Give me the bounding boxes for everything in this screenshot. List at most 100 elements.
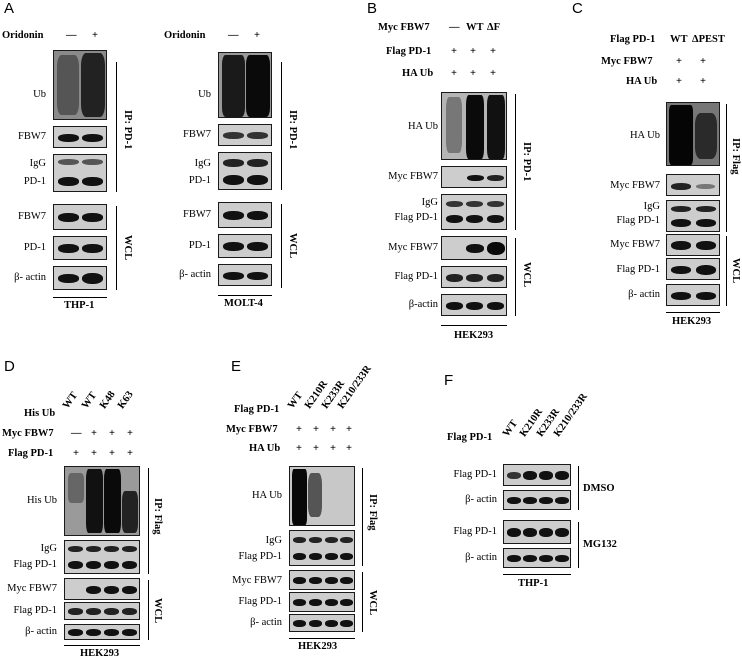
row-label: His Ub xyxy=(26,495,57,506)
row-label: Flag PD-1 xyxy=(13,605,57,616)
plus-sign: + xyxy=(330,424,336,435)
row-label: Flag PD-1 xyxy=(453,526,497,537)
dmso-bracket xyxy=(578,466,579,510)
plus-sign: + xyxy=(91,448,97,459)
wcl-bracket xyxy=(362,572,363,632)
row-label: Flag PD-1 xyxy=(394,212,438,223)
row-label: IgG xyxy=(265,535,282,546)
myc-fbw7-label: Myc FBW7 xyxy=(2,428,54,439)
cell-line-rule xyxy=(218,295,272,296)
ip-label: IP: PD-1 xyxy=(521,142,532,182)
blot-ub xyxy=(218,52,272,118)
plus-sign: + xyxy=(313,424,319,435)
wcl-label: WCL xyxy=(152,598,163,624)
panel-letter: F xyxy=(444,372,454,389)
blot-flag-pd1-wcl xyxy=(441,266,507,288)
row-label: β- actin xyxy=(14,272,46,283)
wcl-bracket xyxy=(116,206,117,290)
plus-sign: + xyxy=(451,46,457,57)
cell-line: HEK293 xyxy=(454,330,494,341)
wcl-bracket xyxy=(515,238,516,316)
blot-ha-ub xyxy=(289,466,355,526)
row-label: β- actin xyxy=(465,494,497,505)
row-label: Flag PD-1 xyxy=(394,271,438,282)
blot-ub xyxy=(53,50,107,120)
row-label: IgG xyxy=(421,197,438,208)
row-label: IgG xyxy=(40,543,57,554)
myc-fbw7-label: Myc FBW7 xyxy=(378,22,430,33)
cell-line-rule xyxy=(666,312,720,313)
row-label: PD-1 xyxy=(23,242,46,253)
lane-label: WT xyxy=(79,390,100,411)
blot-pd1-wcl xyxy=(218,234,272,258)
row-label: PD-1 xyxy=(188,240,211,251)
wcl-label: WCL xyxy=(287,233,298,259)
ip-bracket xyxy=(726,104,727,232)
plus-sign: + xyxy=(470,46,476,57)
mg132-label: MG132 xyxy=(583,539,617,550)
blot-ha-ub xyxy=(441,92,507,160)
row-label: IgG xyxy=(643,201,660,212)
lane-label: K63 xyxy=(115,389,136,411)
ip-bracket xyxy=(148,468,149,574)
lane-sign: + xyxy=(254,30,260,41)
row-label: β- actin xyxy=(628,289,660,300)
wcl-label: WCL xyxy=(367,590,378,616)
blot-igg-flag xyxy=(441,194,507,230)
blot-actin xyxy=(441,294,507,316)
cell-line: HEK293 xyxy=(80,648,120,659)
ip-label: IP: Flag xyxy=(152,498,163,535)
ip-bracket xyxy=(116,62,117,192)
row-label: Myc FBW7 xyxy=(7,583,57,594)
cell-line-rule xyxy=(503,574,571,575)
plus-sign: + xyxy=(127,448,133,459)
lane-label: ΔPEST xyxy=(692,34,725,45)
row-label: β- actin xyxy=(25,626,57,637)
treatment-label: Oridonin xyxy=(2,30,44,41)
blot-myc-fbw7-wcl xyxy=(289,570,355,590)
plus-sign: + xyxy=(127,428,133,439)
ip-bracket xyxy=(281,62,282,190)
panel-letter: E xyxy=(231,358,242,375)
blot-myc-fbw7 xyxy=(441,166,507,188)
lane-label: K48 xyxy=(97,389,118,411)
blot-ha-ub xyxy=(666,102,720,166)
lane-label: WT xyxy=(670,34,688,45)
lane-label: ΔF xyxy=(487,22,500,33)
cell-line-rule xyxy=(289,638,355,639)
plus-sign: + xyxy=(700,56,706,67)
cell-line: HEK293 xyxy=(672,316,712,327)
plus-sign: + xyxy=(451,68,457,79)
blot-actin xyxy=(53,266,107,290)
row-label: Ub xyxy=(33,89,46,100)
row-label: FBW7 xyxy=(182,129,211,140)
treatment-label: Oridonin xyxy=(164,30,206,41)
cell-line-rule xyxy=(441,325,507,326)
wcl-bracket xyxy=(148,580,149,640)
flag-pd1-label: Flag PD-1 xyxy=(8,448,54,459)
ip-label: IP: PD-1 xyxy=(122,110,133,150)
blot-myc-fbw7-wcl xyxy=(64,578,140,600)
ip-bracket xyxy=(515,94,516,230)
row-label: Flag PD-1 xyxy=(616,264,660,275)
blot-flag-pd1-wcl xyxy=(666,258,720,280)
row-label: Flag PD-1 xyxy=(616,215,660,226)
row-label: PD-1 xyxy=(23,176,46,187)
flag-pd1-label: Flag PD-1 xyxy=(386,46,432,57)
wcl-label: WCL xyxy=(122,235,133,261)
row-label: PD-1 xyxy=(188,175,211,186)
blot-actin xyxy=(666,284,720,306)
row-label: Myc FBW7 xyxy=(610,239,660,250)
blot-flag-pd1-mg132 xyxy=(503,520,571,544)
blot-flag-pd1-wcl xyxy=(64,602,140,620)
blot-actin xyxy=(64,624,140,640)
blot-his-ub xyxy=(64,466,140,536)
row-label: IgG xyxy=(194,158,211,169)
plus-sign: + xyxy=(490,46,496,57)
blot-fbw7 xyxy=(218,124,272,146)
row-label: HA Ub xyxy=(629,130,660,141)
blot-fbw7-wcl xyxy=(53,204,107,230)
blot-actin-dmso xyxy=(503,490,571,510)
row-label: HA Ub xyxy=(251,490,282,501)
panel-letter: A xyxy=(4,0,15,17)
